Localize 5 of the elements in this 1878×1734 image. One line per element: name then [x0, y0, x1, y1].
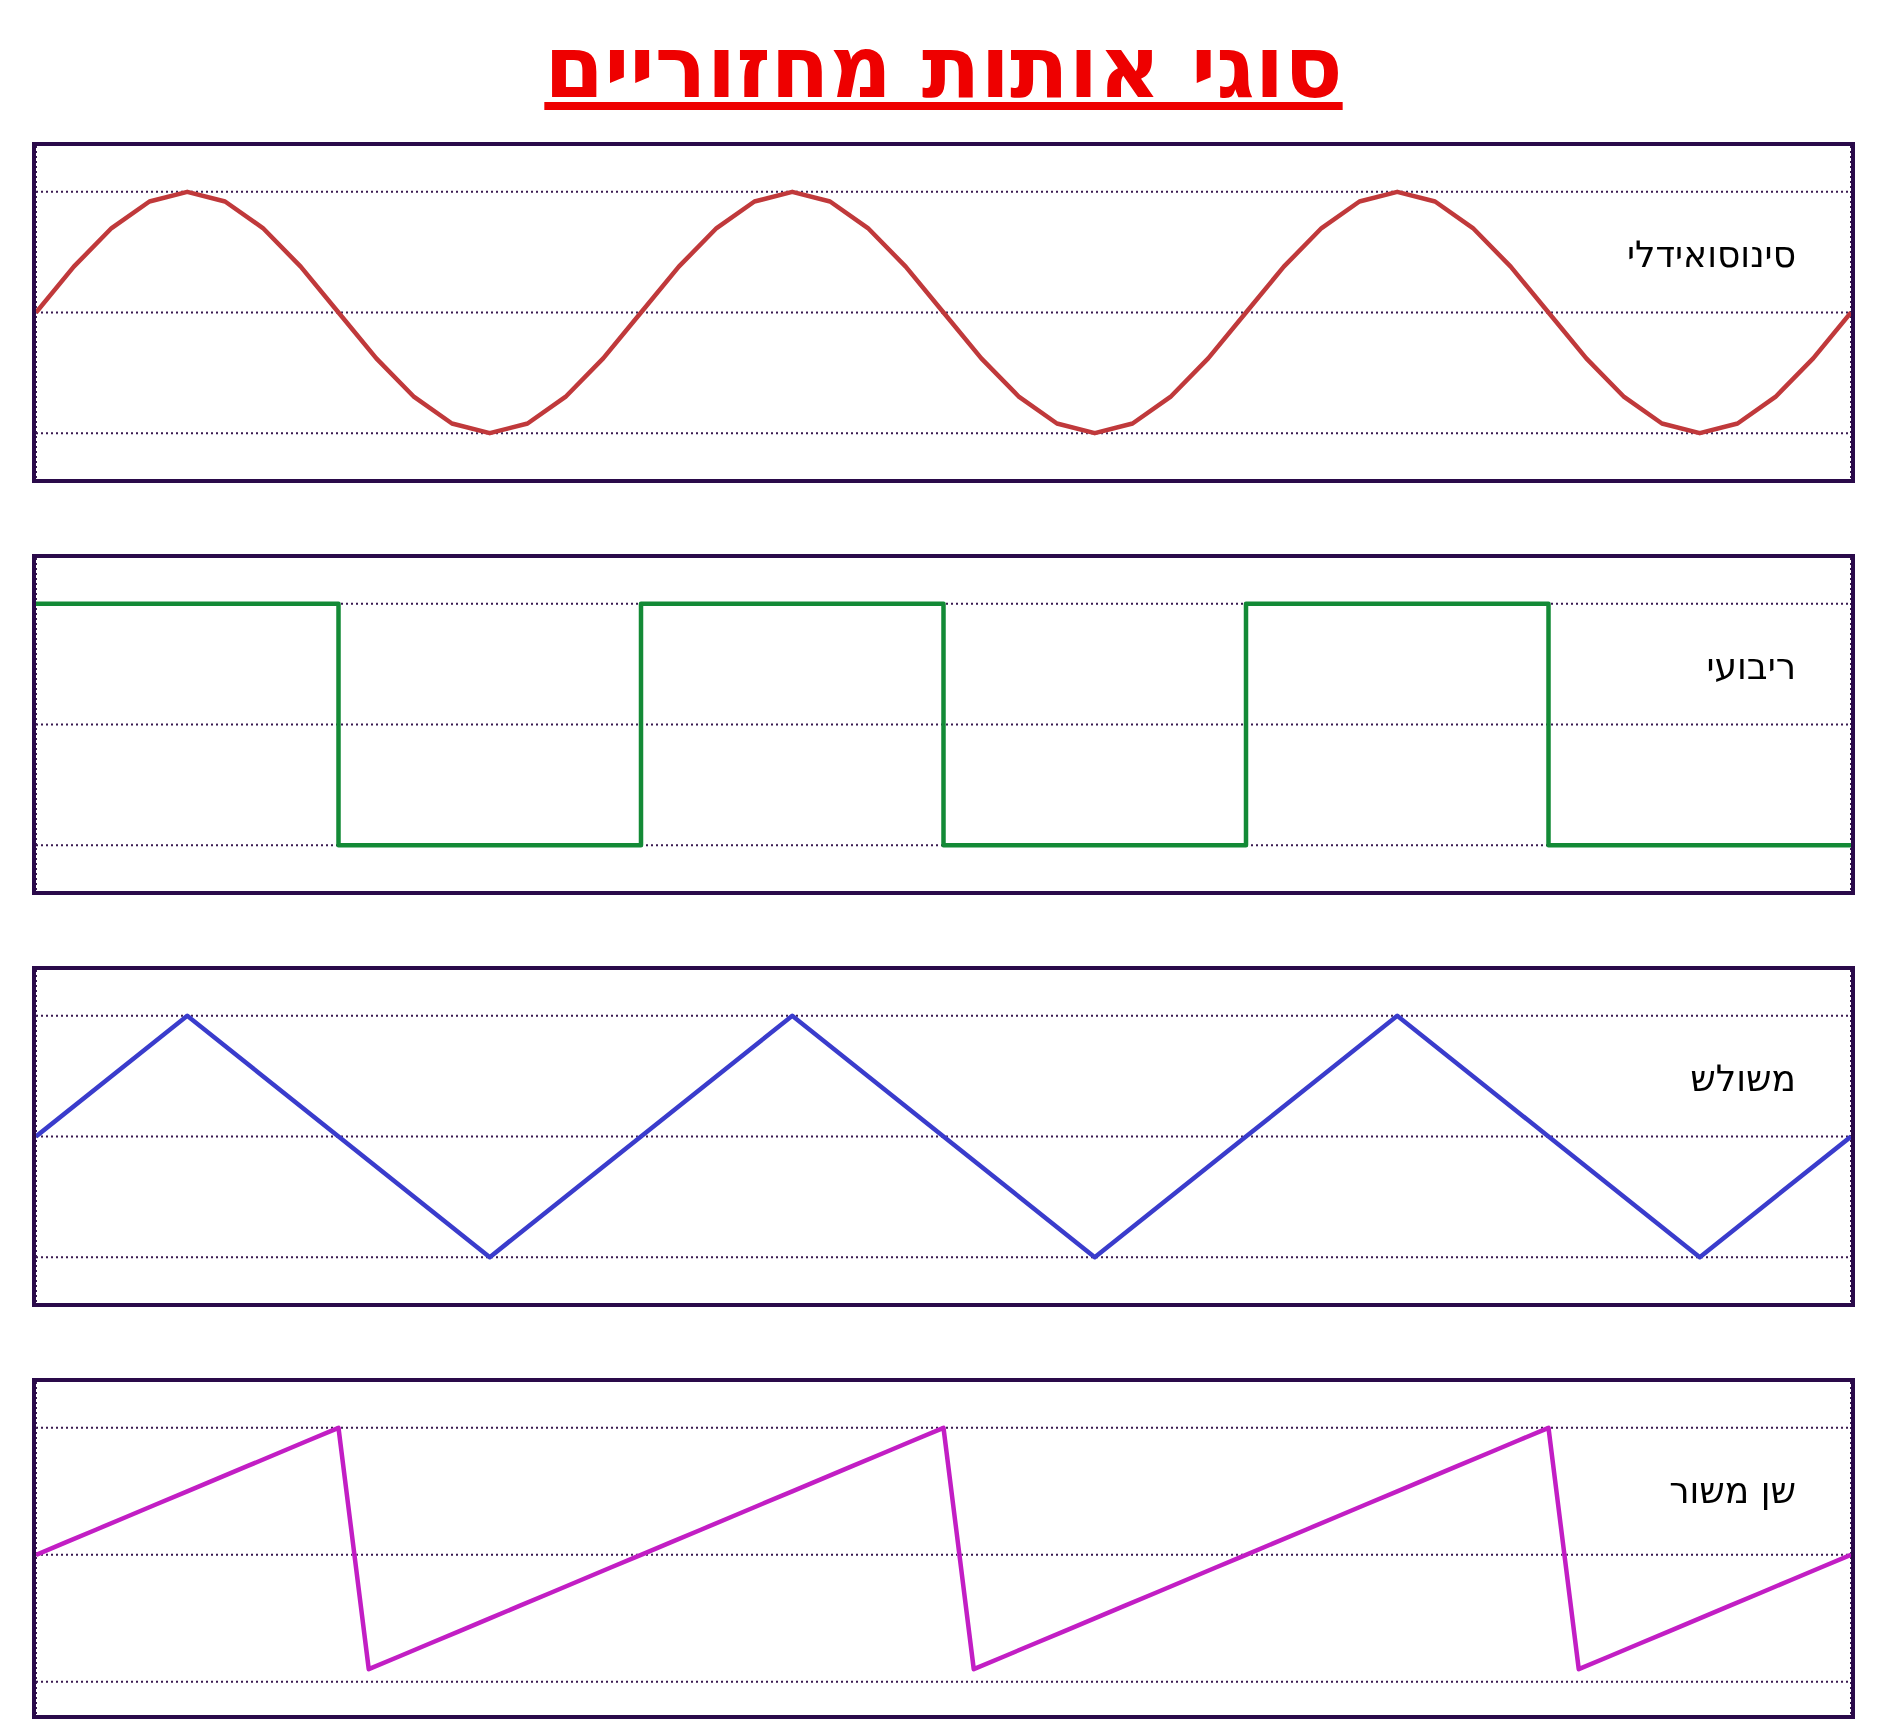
series-label: שן משור [1669, 1470, 1796, 1511]
chart-title: סוגי אותות מחזוריים [543, 16, 1344, 119]
text: ריבועי [1706, 646, 1796, 687]
series-label: סינוסואידלי [1626, 234, 1796, 275]
series-label: משולש [1690, 1058, 1796, 1099]
